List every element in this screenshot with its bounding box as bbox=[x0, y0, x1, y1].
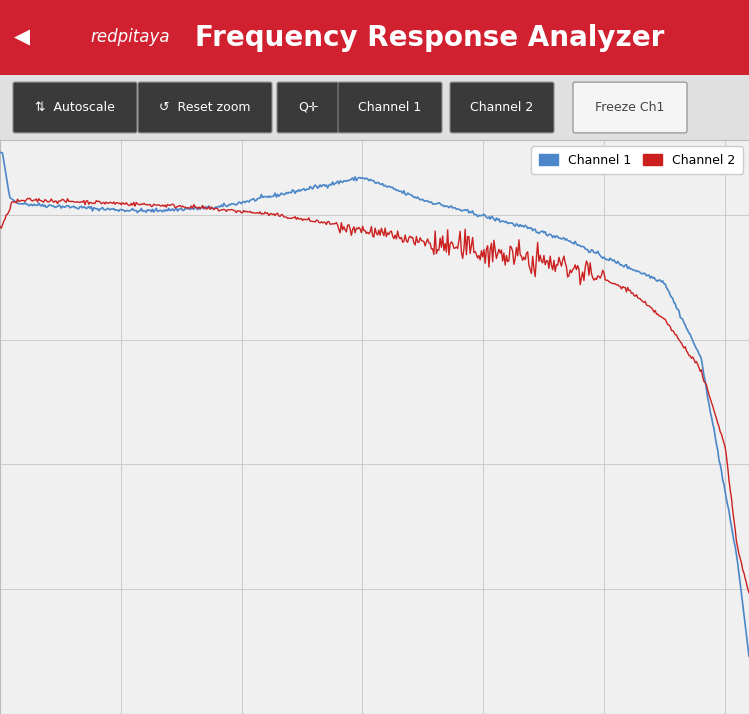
Channel 2 bbox=[0, 222, 4, 231]
Channel 2 bbox=[189, 201, 198, 209]
FancyBboxPatch shape bbox=[277, 82, 339, 133]
Channel 1 bbox=[560, 233, 568, 242]
Text: Freeze Ch1: Freeze Ch1 bbox=[595, 101, 664, 114]
FancyBboxPatch shape bbox=[13, 82, 137, 133]
Channel 2 bbox=[497, 246, 506, 254]
Channel 1 bbox=[437, 201, 446, 209]
Channel 1 bbox=[0, 149, 4, 157]
Channel 1 bbox=[188, 204, 197, 213]
Legend: Channel 1, Channel 2: Channel 1, Channel 2 bbox=[531, 146, 743, 174]
Channel 2 bbox=[438, 231, 447, 240]
Line: Channel 1: Channel 1 bbox=[0, 153, 749, 656]
Text: redpitaya: redpitaya bbox=[90, 29, 170, 46]
Text: Channel 2: Channel 2 bbox=[470, 101, 533, 114]
Line: Channel 2: Channel 2 bbox=[0, 198, 749, 593]
Text: Q✛: Q✛ bbox=[298, 101, 318, 114]
Text: Channel 1: Channel 1 bbox=[358, 101, 422, 114]
Channel 1 bbox=[128, 204, 137, 213]
FancyBboxPatch shape bbox=[338, 82, 442, 133]
FancyBboxPatch shape bbox=[138, 82, 272, 133]
Channel 2 bbox=[25, 194, 34, 203]
Channel 1 bbox=[496, 218, 505, 226]
Text: ↺  Reset zoom: ↺ Reset zoom bbox=[160, 101, 251, 114]
Channel 2 bbox=[745, 588, 749, 597]
Channel 2 bbox=[336, 228, 345, 237]
Text: Frequency Response Analyzer: Frequency Response Analyzer bbox=[195, 24, 664, 51]
Text: ⇅  Autoscale: ⇅ Autoscale bbox=[35, 101, 115, 114]
Channel 1 bbox=[745, 652, 749, 660]
Channel 1 bbox=[334, 179, 343, 188]
Text: ◀: ◀ bbox=[14, 28, 30, 48]
FancyBboxPatch shape bbox=[573, 82, 687, 133]
FancyBboxPatch shape bbox=[450, 82, 554, 133]
Channel 2 bbox=[130, 198, 139, 206]
Channel 2 bbox=[561, 258, 570, 267]
